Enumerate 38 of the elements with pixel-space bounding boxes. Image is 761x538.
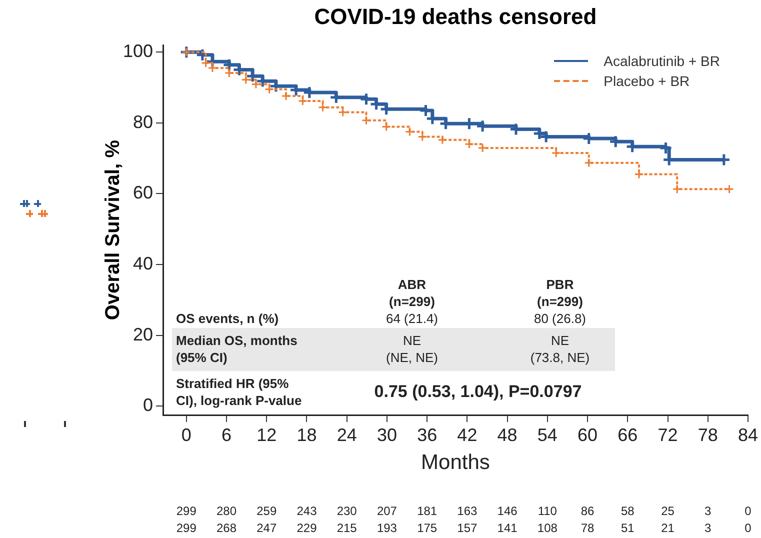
annotation: OS events, n (%) — [176, 310, 279, 327]
legend-label: Acalabrutinib + BR — [604, 53, 720, 69]
x-tick-label: 48 — [497, 424, 518, 445]
y-tick-label: 60 — [132, 182, 153, 203]
y-tick-label: 20 — [132, 324, 153, 344]
annotation: 0.75 (0.53, 1.04), P=0.0797 — [373, 382, 583, 401]
x-tick-label: 66 — [618, 424, 638, 445]
y-tick-label: 40 — [132, 253, 153, 274]
x-tick-label: 84 — [738, 424, 758, 445]
annotation: ABR (n=299) — [389, 277, 435, 309]
x-tick-label: 36 — [417, 424, 438, 445]
x-tick-label: 72 — [658, 424, 678, 445]
x-axis-title: Months — [420, 451, 491, 475]
x-tick-label: 78 — [698, 424, 718, 445]
annotation: PBR (n=299) — [537, 277, 583, 309]
x-tick-label: 54 — [537, 424, 558, 445]
annotation: Median OS, months (95% CI) — [176, 332, 298, 366]
annotation: Stratified HR (95% CI), log-rank P-value — [176, 375, 302, 409]
text: 299 268 247 229 215 193 175 157 141 108 78 51 21 3 0 — [176, 521, 752, 535]
y-axis-title: Overall Survival, % — [102, 140, 124, 320]
annotation: 80 (26.8) — [534, 311, 586, 326]
text: 299 280 259 243 230 207 181 163 146 110 86 58 25 3 0 — [176, 504, 752, 518]
x-tick-label: 30 — [376, 424, 397, 445]
x-tick-label: 24 — [336, 424, 357, 445]
x-tick-label: 6 — [222, 424, 232, 445]
legend-label: Placebo + BR — [604, 73, 690, 89]
y-tick-label: 80 — [132, 112, 153, 132]
x-tick-label: 18 — [296, 424, 317, 445]
annotation: NE (NE, NE) — [386, 333, 438, 365]
x-tick-label: 60 — [578, 424, 598, 445]
chart-title: COVID-19 deaths censored — [313, 4, 598, 30]
x-tick-label: 42 — [457, 424, 478, 445]
x-tick-label: 0 — [181, 424, 192, 445]
x-tick-label: 12 — [256, 424, 277, 445]
annotation: NE (73.8, NE) — [530, 333, 590, 365]
y-tick-label: 0 — [142, 395, 153, 416]
y-tick-label: 100 — [122, 41, 153, 62]
annotation: 64 (21.4) — [386, 311, 438, 326]
